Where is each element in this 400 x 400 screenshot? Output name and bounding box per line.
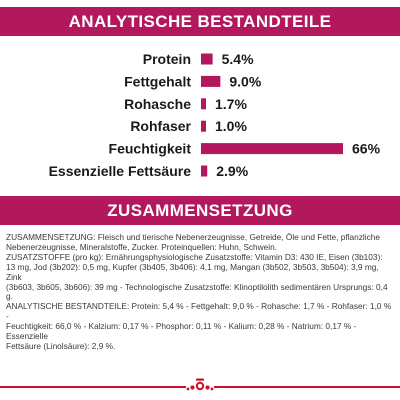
composition-text: ZUSAMMENSETZUNG: Fleisch und tierische N…: [6, 232, 396, 352]
composition-line: Nebenerzeugnisse, Mineralstoffe, Zucker.…: [6, 241, 278, 252]
composition-section-header: ZUSAMMENSETZUNG: [0, 196, 400, 225]
value-label: 1.7%: [215, 96, 247, 112]
value-label: 1.0%: [215, 118, 247, 134]
category-label: Essenzielle Fettsäure: [49, 163, 192, 179]
analysis-section-title: ANALYTISCHE BESTANDTEILE: [68, 11, 332, 31]
category-label: Protein: [143, 51, 191, 67]
category-label: Feuchtigkeit: [109, 141, 192, 157]
bar: [201, 165, 208, 177]
royal-canin-crown-logo-icon: [186, 376, 214, 396]
composition-line: (3b603, 3b605, 3b606): 39 mg - Technolog…: [6, 281, 388, 302]
composition-line: ZUSAMMENSETZUNG: Fleisch und tierische N…: [6, 232, 380, 242]
category-label: Fettgehalt: [124, 73, 191, 89]
nutrient-bar-chart: Protein 5.4% Fettgehalt 9.0% Rohasche 1.7% Roh…: [49, 51, 381, 179]
composition-line: ZUSATZSTOFFE (pro kg): Ernährungsphysiol…: [6, 251, 383, 262]
analysis-section-header: ANALYTISCHE BESTANDTEILE: [0, 7, 400, 36]
bar: [201, 120, 206, 132]
composition-line: Fettsäure (Linolsäure): 2,9 %.: [6, 340, 116, 351]
bar: [201, 75, 221, 87]
value-label: 5.4%: [222, 51, 254, 67]
bar: [201, 98, 206, 110]
value-label: 2.9%: [216, 163, 248, 179]
composition-line: ANALYTISCHE BESTANDTEILE: Protein: 5,4 %…: [6, 301, 392, 322]
category-label: Rohasche: [124, 96, 191, 112]
bar: [201, 143, 343, 155]
bar: [201, 53, 213, 65]
value-label: 9.0%: [229, 73, 261, 89]
value-label: 66%: [352, 141, 381, 157]
composition-section-title: ZUSAMMENSETZUNG: [107, 200, 293, 220]
category-label: Rohfaser: [130, 118, 191, 134]
composition-line: 13 mg, Jod (3b202): 0,5 mg, Kupfer (3b40…: [6, 261, 379, 282]
composition-line: Feuchtigkeit: 66,0 % - Kalzium: 0,17 % -…: [6, 321, 357, 342]
